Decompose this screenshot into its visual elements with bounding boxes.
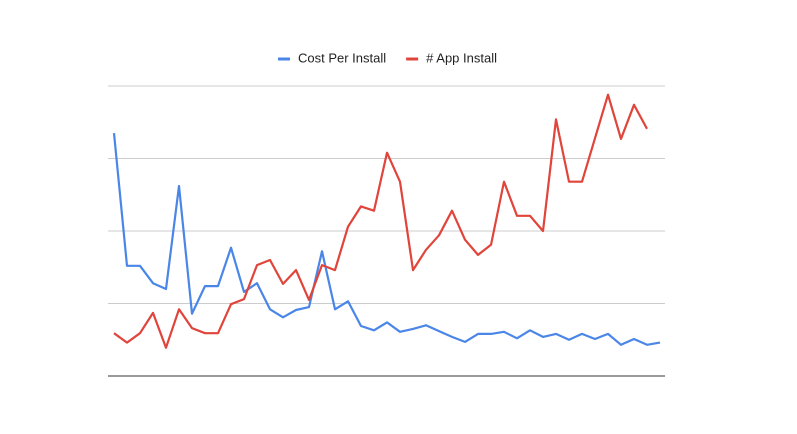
legend-label: Cost Per Install: [298, 50, 386, 65]
legend-label: # App Install: [426, 50, 497, 65]
series-line: [113, 93, 648, 349]
series-line: [112, 132, 661, 346]
